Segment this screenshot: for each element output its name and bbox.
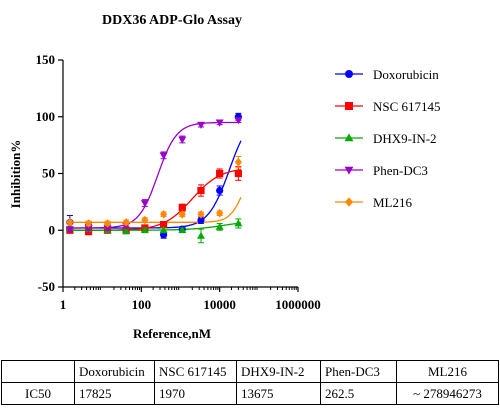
table-cell: 1970 <box>154 382 237 405</box>
data-point <box>234 169 242 178</box>
data-point <box>197 121 205 129</box>
fit-curves <box>66 121 242 231</box>
data-point <box>159 220 168 229</box>
data-point <box>234 219 243 227</box>
data-point <box>197 210 205 219</box>
table-row: IC50 17825 1970 13675 262.5 ~ 278946273 <box>1 382 499 405</box>
fit-curve <box>66 140 242 229</box>
table-header-cell: Phen-DC3 <box>320 360 397 383</box>
data-point <box>234 117 243 125</box>
legend: Doxorubicin NSC 617145 DHX9-IN-2 Phen-DC3 ML… <box>335 67 441 210</box>
table-header-cell: Doxorubicin <box>74 360 155 383</box>
data-point <box>66 217 74 227</box>
legend-marker <box>344 133 354 142</box>
legend-marker <box>345 70 353 78</box>
data-point <box>178 136 187 144</box>
table-header-cell: DHX9-IN-2 <box>236 360 321 383</box>
fit-curve <box>66 121 241 229</box>
legend-label: NSC 617145 <box>373 99 441 114</box>
x-tick-label: 1000000 <box>275 297 321 312</box>
x-tick-label: 100 <box>132 297 152 312</box>
legend-marker <box>345 197 353 207</box>
y-tick-label: 150 <box>36 52 56 67</box>
y-tick-label: 100 <box>36 109 56 124</box>
table-header-cell: ML216 <box>396 360 499 383</box>
data-point <box>215 119 224 127</box>
legend-label: ML216 <box>373 195 413 210</box>
legend-marker <box>344 166 354 175</box>
table-cell: 13675 <box>236 382 321 405</box>
table-cell: 17825 <box>74 382 155 405</box>
data-point <box>159 152 168 160</box>
data-point <box>122 227 131 235</box>
data-point <box>103 225 112 233</box>
legend-label: Doxorubicin <box>373 67 439 82</box>
x-tick-label: 1 <box>60 297 67 312</box>
chart-title: DDX36 ADP-Glo Assay <box>102 13 242 28</box>
y-axis-label: Inhibition% <box>8 140 23 209</box>
x-tick-label: 10000 <box>203 297 236 312</box>
data-point <box>159 226 168 234</box>
y-tick-label: -50 <box>38 279 55 294</box>
dose-response-chart: DDX36 ADP-Glo Assay -50 0 50 100 150 1 100 1000… <box>8 13 441 341</box>
data-point <box>216 186 224 195</box>
data-point <box>84 219 93 228</box>
data-point <box>159 210 168 219</box>
table-cell: ~ 278946273 <box>396 382 499 405</box>
data-point <box>197 186 205 195</box>
y-tick-label: 50 <box>42 166 55 181</box>
data-point <box>197 216 205 224</box>
data-point <box>216 208 224 218</box>
x-axis-label: Reference,nM <box>133 326 211 341</box>
data-point <box>215 222 224 230</box>
legend-label: Phen-DC3 <box>373 163 428 178</box>
fit-curve <box>66 222 242 231</box>
data-point <box>234 157 242 167</box>
table-cell: 262.5 <box>320 382 397 405</box>
table-header-cell: NSC 617145 <box>154 360 237 383</box>
fit-curve <box>66 196 242 223</box>
data-point <box>140 200 149 208</box>
data-point <box>84 225 93 233</box>
data-point <box>141 215 149 225</box>
data-point <box>197 231 205 239</box>
data-point <box>65 226 74 234</box>
axes: -50 0 50 100 150 1 100 10000 1000000 <box>36 52 321 312</box>
ic50-table: Doxorubicin NSC 617145 DHX9-IN-2 Phen-DC… <box>1 360 499 405</box>
y-tick-label: 0 <box>49 222 56 237</box>
table-cell: IC50 <box>1 382 75 405</box>
data-points <box>65 112 243 244</box>
data-point <box>178 210 186 219</box>
legend-label: DHX9-IN-2 <box>373 131 437 146</box>
table-header-row: Doxorubicin NSC 617145 DHX9-IN-2 Phen-DC… <box>1 360 499 383</box>
data-point <box>178 226 187 234</box>
data-point <box>178 203 186 212</box>
legend-marker <box>345 102 353 110</box>
data-point <box>216 169 224 178</box>
data-point <box>140 226 149 234</box>
data-point <box>103 219 112 228</box>
table-header-cell <box>1 360 75 383</box>
data-point <box>122 217 130 227</box>
